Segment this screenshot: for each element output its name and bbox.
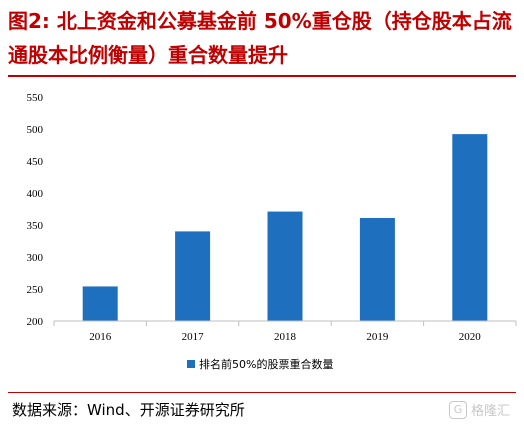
watermark-text: 格隆汇	[470, 404, 510, 419]
watermark-logo-icon: G	[448, 400, 467, 419]
y-tick-label: 300	[27, 252, 44, 264]
bar	[267, 211, 303, 321]
y-tick-label: 250	[27, 284, 44, 296]
bar	[82, 286, 118, 321]
bar-series	[82, 134, 488, 321]
x-axis: 2016 2017 2018 2019 2020	[53, 321, 517, 343]
y-tick-label: 450	[27, 156, 44, 168]
bar	[359, 217, 395, 321]
y-tick-label: 200	[27, 316, 44, 328]
x-tick-label: 2017	[182, 331, 205, 343]
legend-swatch	[187, 360, 195, 368]
y-tick-label: 350	[27, 220, 44, 232]
legend: 排名前50%的股票重合数量	[187, 357, 333, 371]
source-rule	[8, 392, 516, 393]
y-axis: 200 250 300 350 400 450 500 550	[27, 92, 44, 328]
x-tick-label: 2016	[89, 331, 112, 343]
watermark: G 格隆汇	[448, 400, 510, 419]
title-rule	[8, 75, 516, 77]
bar	[175, 231, 211, 321]
x-tick-label: 2018	[274, 331, 297, 343]
x-tick-label: 2020	[459, 331, 482, 343]
x-tick-label: 2019	[366, 331, 389, 343]
y-tick-label: 500	[27, 124, 44, 136]
y-tick-label: 400	[27, 188, 44, 200]
source-note: 数据来源：Wind、开源证券研究所	[12, 401, 245, 419]
chart-title: 图2: 北上资金和公募基金前 50%重仓股（持仓股本占流通股本比例衡量）重合数量…	[8, 9, 512, 67]
bar	[452, 134, 488, 321]
y-tick-label: 550	[27, 92, 44, 104]
legend-label: 排名前50%的股票重合数量	[199, 357, 333, 371]
